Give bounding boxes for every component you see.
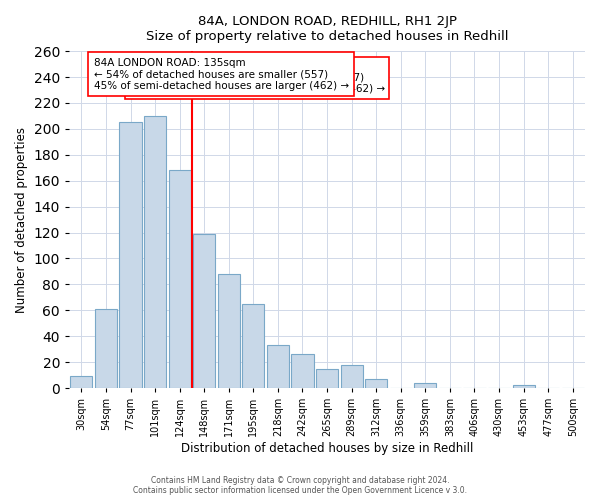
Bar	[70, 376, 92, 388]
Text: 84A LONDON ROAD: 135sqm
← 54% of detached houses are smaller (557)
45% of semi-d: 84A LONDON ROAD: 135sqm ← 54% of detache…	[94, 58, 349, 91]
Bar	[218, 274, 240, 388]
Bar	[414, 383, 436, 388]
Bar	[267, 346, 289, 388]
Text: Contains HM Land Registry data © Crown copyright and database right 2024.
Contai: Contains HM Land Registry data © Crown c…	[133, 476, 467, 495]
Bar	[341, 364, 362, 388]
Bar	[292, 354, 314, 388]
Text: 84A LONDON ROAD: 135sqm
← 54% of detached houses are smaller (557)
45% of semi-d: 84A LONDON ROAD: 135sqm ← 54% of detache…	[130, 61, 385, 94]
Bar	[193, 234, 215, 388]
Bar	[316, 368, 338, 388]
Title: 84A, LONDON ROAD, REDHILL, RH1 2JP
Size of property relative to detached houses : 84A, LONDON ROAD, REDHILL, RH1 2JP Size …	[146, 15, 508, 43]
X-axis label: Distribution of detached houses by size in Redhill: Distribution of detached houses by size …	[181, 442, 473, 455]
Bar	[242, 304, 265, 388]
Bar	[95, 309, 117, 388]
Bar	[512, 386, 535, 388]
Bar	[169, 170, 191, 388]
Bar	[144, 116, 166, 388]
Bar	[365, 379, 387, 388]
Y-axis label: Number of detached properties: Number of detached properties	[15, 126, 28, 312]
Bar	[119, 122, 142, 388]
